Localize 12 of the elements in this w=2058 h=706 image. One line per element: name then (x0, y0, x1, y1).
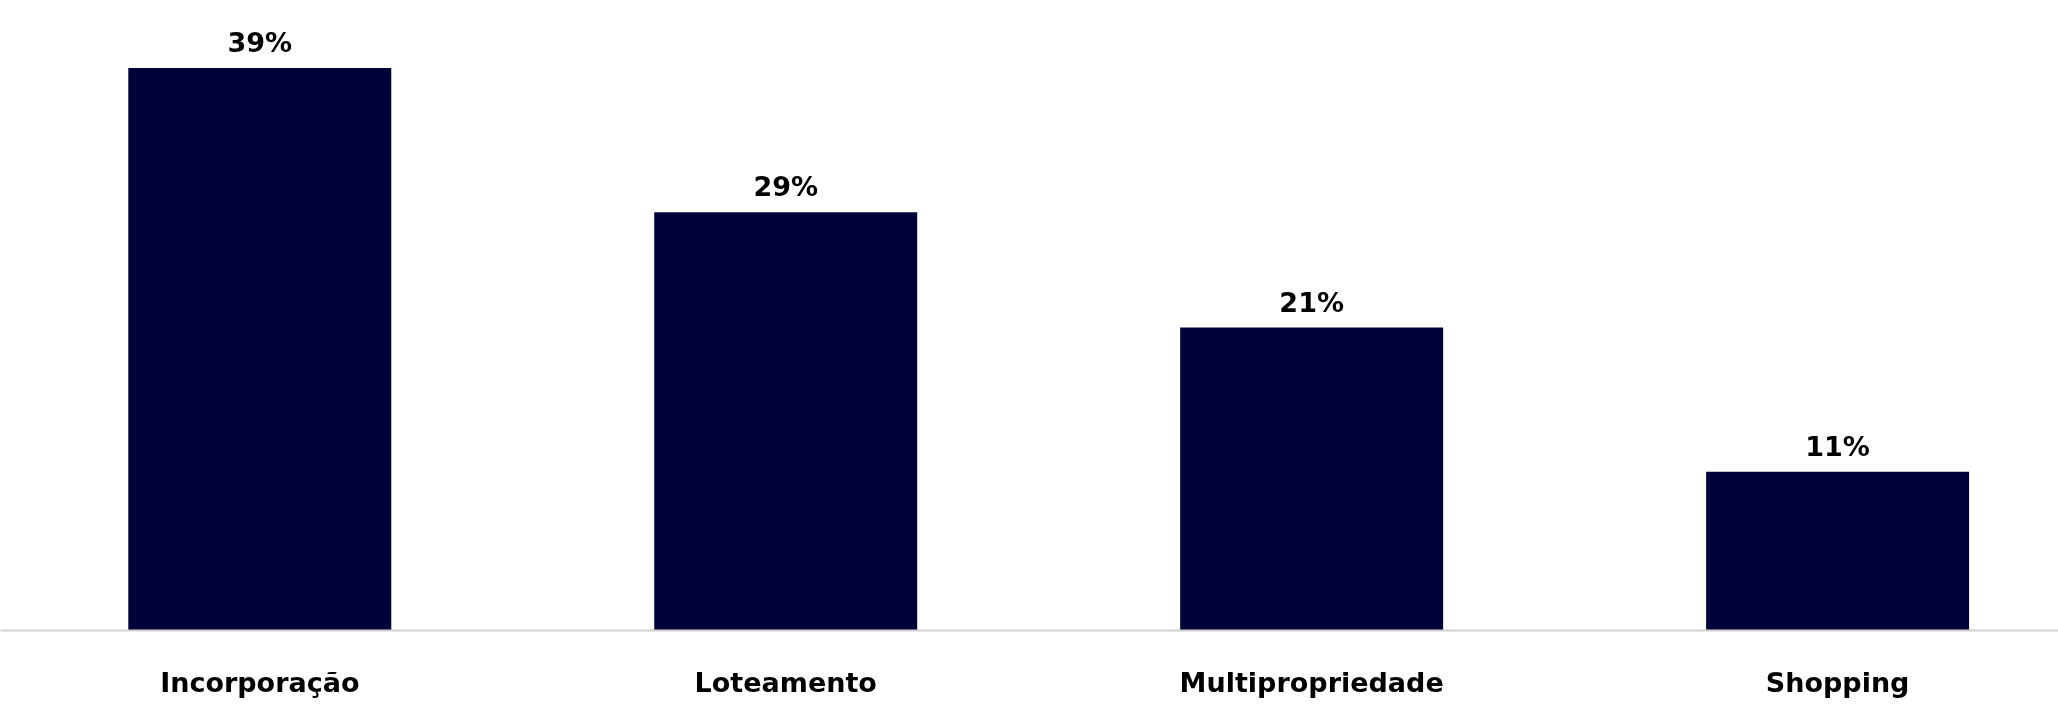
bar (128, 68, 392, 631)
x-tick-label: Loteamento (694, 666, 877, 698)
x-tick-label: Multipropriedade (1179, 666, 1444, 698)
data-label: 39% (227, 27, 293, 58)
data-label: 11% (1805, 430, 1870, 462)
x-tick-label: Shopping (1765, 666, 1910, 698)
data-label: 29% (753, 171, 819, 203)
bar (1706, 471, 1970, 631)
bar (654, 212, 918, 631)
data-label: 21% (1279, 286, 1344, 318)
bar (1180, 327, 1444, 631)
x-tick-label: Incorporação (160, 666, 360, 698)
